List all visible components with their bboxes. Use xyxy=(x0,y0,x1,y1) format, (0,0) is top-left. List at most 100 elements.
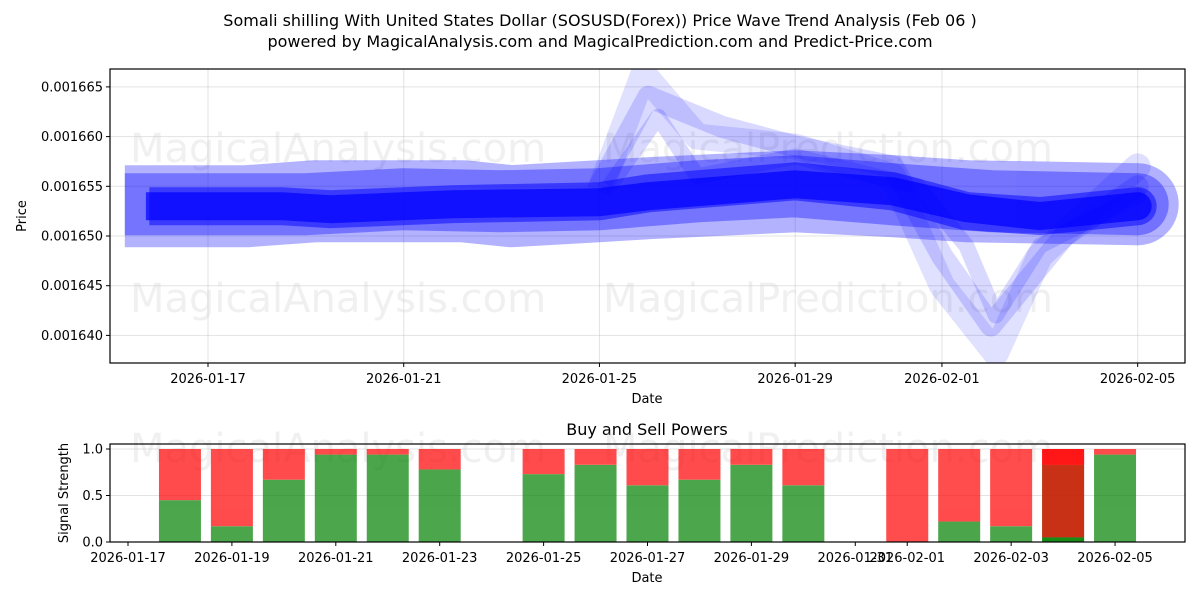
y-tick-label: 0.001655 xyxy=(41,180,103,195)
x-tick-label: 2026-01-31 xyxy=(818,551,894,566)
signal-bar-2026-01-22 xyxy=(366,449,409,542)
x-tick-label: 2026-01-17 xyxy=(90,551,166,566)
y-tick-label: 0.001665 xyxy=(41,80,103,95)
signal-bar-2026-01-23 xyxy=(418,449,461,542)
sell-bar xyxy=(990,449,1033,527)
signal-bar-2026-01-26 xyxy=(574,449,617,542)
sell-bar xyxy=(1094,449,1137,455)
x-tick-label: 2026-01-25 xyxy=(506,551,582,566)
watermark-magicalanalysis: MagicalAnalysis.com xyxy=(130,126,546,172)
signal-x-axis: 2026-01-17 2026-01-19 2026-01-21 2026-01-23… xyxy=(90,542,1153,566)
x-tick-label: 2026-02-01 xyxy=(904,372,980,387)
price-y-axis-label: Price xyxy=(15,200,30,232)
buy-bar xyxy=(626,485,669,542)
signal-y-axis: 0.0 0.5 1.0 xyxy=(82,443,110,551)
sell-bar xyxy=(366,449,409,455)
signal-bar-2026-02-02 xyxy=(938,449,981,542)
x-tick-label: 2026-01-29 xyxy=(714,551,790,566)
sell-bar xyxy=(262,449,305,480)
y-tick-label: 0.001650 xyxy=(41,230,103,245)
x-tick-label: 2026-02-05 xyxy=(1077,551,1153,566)
signal-bar-2026-01-20 xyxy=(262,449,305,542)
buy-bar xyxy=(210,526,253,542)
x-tick-label: 2026-02-03 xyxy=(973,551,1049,566)
y-tick-label: 1.0 xyxy=(82,443,103,458)
x-tick-label: 2026-01-29 xyxy=(757,372,833,387)
watermark-magicalprediction: MagicalPrediction.com xyxy=(603,126,1053,172)
sell-bar xyxy=(314,449,357,455)
figure-title: Somali shilling With United States Dolla… xyxy=(223,11,976,30)
sell-bar xyxy=(782,449,825,486)
x-tick-label: 2026-01-21 xyxy=(366,372,442,387)
figure-subtitle: powered by MagicalAnalysis.com and Magic… xyxy=(267,32,932,51)
y-tick-label: 0.001660 xyxy=(41,130,103,145)
buy-bar xyxy=(314,454,357,542)
sell-bar xyxy=(574,449,617,465)
buy-bar xyxy=(262,479,305,542)
buy-bar xyxy=(1042,537,1085,542)
price-x-axis: 2026-01-17 2026-01-21 2026-01-25 2026-01-29… xyxy=(170,363,1175,387)
y-tick-label: 0.5 xyxy=(82,489,103,504)
signal-bar-2026-02-01 xyxy=(886,449,929,542)
price-wave-series xyxy=(124,69,1179,363)
buy-bar xyxy=(1094,454,1137,542)
signal-bar-2026-01-30 xyxy=(782,449,825,542)
x-tick-label: 2026-02-05 xyxy=(1100,372,1176,387)
y-tick-label: 0.001645 xyxy=(41,279,103,294)
price-y-axis: 0.001640 0.001645 0.001650 0.001655 0.001660… xyxy=(41,80,110,344)
buy-sell-power-chart: Buy and Sell Powers MagicalAnalysis.com … xyxy=(57,420,1186,586)
buy-bar xyxy=(574,464,617,542)
buy-bar xyxy=(730,464,773,542)
signal-bars xyxy=(158,449,1137,542)
y-tick-label: 0.0 xyxy=(82,536,103,551)
signal-bar-2026-01-21 xyxy=(314,449,357,542)
sell-bar xyxy=(522,449,565,475)
buy-sell-chart-title: Buy and Sell Powers xyxy=(566,420,728,439)
wave-core xyxy=(145,170,1152,231)
x-tick-label: 2026-01-21 xyxy=(298,551,374,566)
watermark-magicalanalysis: MagicalAnalysis.com xyxy=(130,276,546,322)
sell-bar xyxy=(210,449,253,527)
signal-y-axis-label: Signal Strength xyxy=(57,443,72,543)
price-axes-frame xyxy=(109,68,1186,364)
buy-bar xyxy=(158,500,201,542)
sell-bar xyxy=(938,449,981,522)
buy-bar xyxy=(678,479,721,542)
signal-bar-2026-02-05 xyxy=(1094,449,1137,542)
signal-bar-2026-01-19 xyxy=(210,449,253,542)
sell-bar xyxy=(626,449,669,486)
buy-bar xyxy=(418,469,461,542)
x-tick-label: 2026-01-19 xyxy=(194,551,270,566)
watermark-magicalprediction: MagicalPrediction.com xyxy=(603,426,1053,472)
price-watermarks: MagicalAnalysis.com MagicalPrediction.co… xyxy=(130,126,1053,322)
signal-bar-2026-01-18 xyxy=(158,449,201,542)
x-tick-label: 2026-01-17 xyxy=(170,372,246,387)
signal-bar-2026-01-29 xyxy=(730,449,773,542)
price-wave-chart: MagicalAnalysis.com MagicalPrediction.co… xyxy=(15,68,1186,407)
signal-x-axis-label: Date xyxy=(631,571,662,586)
x-tick-label: 2026-01-27 xyxy=(610,551,686,566)
sell-bar xyxy=(1042,449,1085,538)
y-tick-label: 0.001640 xyxy=(41,329,103,344)
wave-end-cap xyxy=(1123,192,1152,221)
sell-bar xyxy=(678,449,721,480)
price-x-axis-label: Date xyxy=(631,392,662,407)
sell-bar xyxy=(158,449,201,501)
buy-bar xyxy=(938,521,981,542)
signal-bar-2026-01-27 xyxy=(626,449,669,542)
sell-bar xyxy=(886,449,929,542)
buy-bar xyxy=(522,474,565,542)
buy-bar xyxy=(366,454,409,542)
buy-bar xyxy=(990,526,1033,542)
buy-bar xyxy=(782,485,825,542)
wave-end-cap xyxy=(1124,153,1151,180)
x-tick-label: 2026-01-25 xyxy=(562,372,638,387)
x-tick-label: 2026-02-01 xyxy=(869,551,945,566)
watermark-magicalprediction: MagicalPrediction.com xyxy=(603,276,1053,322)
signal-bar-2026-01-28 xyxy=(678,449,721,542)
x-tick-label: 2026-01-23 xyxy=(402,551,478,566)
sell-bar xyxy=(730,449,773,465)
signal-bar-2026-02-03 xyxy=(990,449,1033,542)
signal-bar-2026-01-25 xyxy=(522,449,565,542)
